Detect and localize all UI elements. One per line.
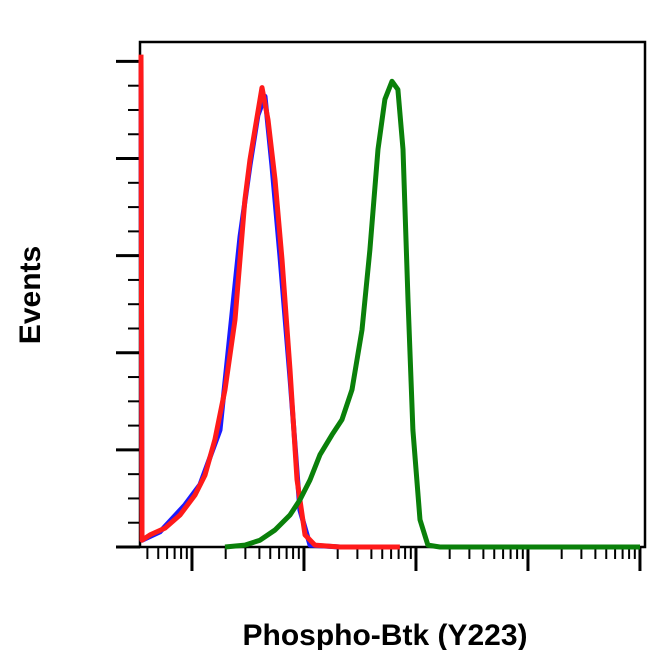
histogram-line	[224, 78, 640, 550]
histogram-line	[138, 54, 400, 550]
x-axis-label: Phospho-Btk (Y223)	[242, 619, 527, 650]
y-axis-label: Events	[14, 246, 47, 344]
plot-frame	[138, 40, 647, 549]
